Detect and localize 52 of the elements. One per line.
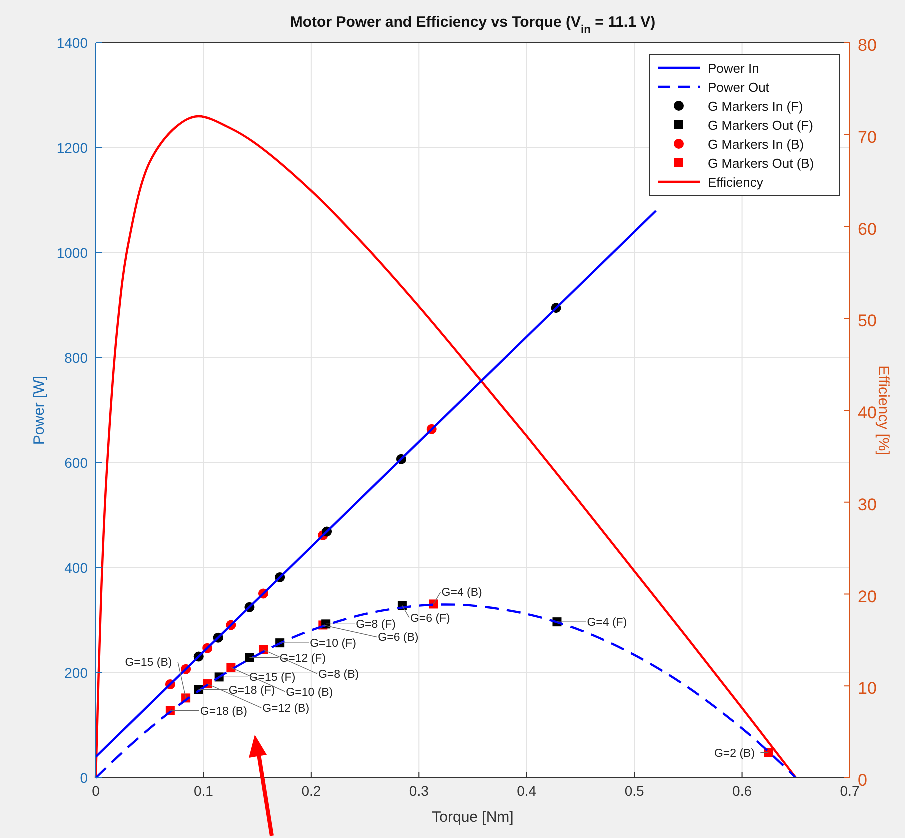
- legend-label: G Markers Out (F): [708, 118, 814, 133]
- annotation: G=15 (B): [125, 657, 172, 670]
- annotation: G=10 (F): [310, 638, 357, 650]
- legend-label: Power Out: [708, 80, 770, 95]
- y-tick-label: 800: [64, 350, 88, 366]
- x-tick-label: 0.1: [194, 783, 214, 799]
- y2-tick-label: 50: [858, 312, 877, 331]
- y-tick-label: 200: [64, 665, 88, 681]
- point: [226, 663, 236, 672]
- y2-tick-label: 10: [858, 679, 877, 698]
- legend-label: G Markers In (B): [708, 137, 804, 152]
- y-tick-label: 400: [64, 560, 88, 576]
- y-tick-label: 1400: [56, 35, 88, 51]
- point: [245, 653, 254, 662]
- x-tick-label: 0.6: [732, 783, 752, 799]
- y2-axis-title: Efficiency [%]: [875, 366, 892, 456]
- annotation: G=2 (B): [714, 748, 756, 760]
- y-tick-label: 600: [64, 455, 88, 471]
- y2-tick-label: 20: [858, 587, 877, 606]
- annotation: G=4 (B): [442, 587, 483, 600]
- legend-label: G Markers Out (B): [708, 156, 814, 171]
- y2-tick-label: 80: [858, 36, 877, 55]
- y2-tick-label: 70: [858, 128, 877, 147]
- legend-label: Efficiency: [708, 175, 764, 190]
- x-axis-title: Torque [Nm]: [432, 809, 514, 826]
- annotation: G=12 (B): [262, 703, 310, 716]
- y2-tick-label: 40: [858, 404, 877, 422]
- y-axis-title: Power [W]: [31, 376, 48, 446]
- x-tick-label: 0.3: [409, 783, 430, 799]
- annotation: G=18 (B): [200, 706, 248, 718]
- y2-tick-label: 60: [858, 220, 877, 239]
- legend-label: G Markers In (F): [708, 99, 804, 114]
- x-tick-label: 0.4: [517, 783, 537, 799]
- line-series: [94, 604, 798, 780]
- annotation: G=12 (F): [280, 652, 326, 665]
- x-tick-label: 0.2: [302, 783, 322, 799]
- x-tick-label: 0.5: [624, 783, 645, 799]
- y-tick-label: 1000: [56, 245, 88, 261]
- annotation: G=8 (B): [318, 668, 360, 681]
- y-tick-label: 0: [80, 770, 88, 786]
- annotation: G=6 (B): [378, 632, 419, 644]
- y2-tick-label: 30: [858, 495, 877, 514]
- chart-title: Motor Power and Efficiency vs Torque (V$_{in}$ = 11.1 V): [290, 14, 656, 36]
- x-tick-label: 0: [92, 783, 100, 799]
- annotation: G=18 (F): [228, 684, 276, 697]
- annotation: G=10 (B): [286, 686, 334, 699]
- annotation: G=4 (F): [587, 617, 628, 630]
- annotation: G=8 (F): [356, 619, 396, 632]
- x-tick-label: 0.7: [840, 783, 860, 799]
- legend-label: Power In: [708, 61, 760, 76]
- y-tick-label: 1200: [56, 140, 88, 156]
- annotation: G=6 (F): [410, 612, 451, 625]
